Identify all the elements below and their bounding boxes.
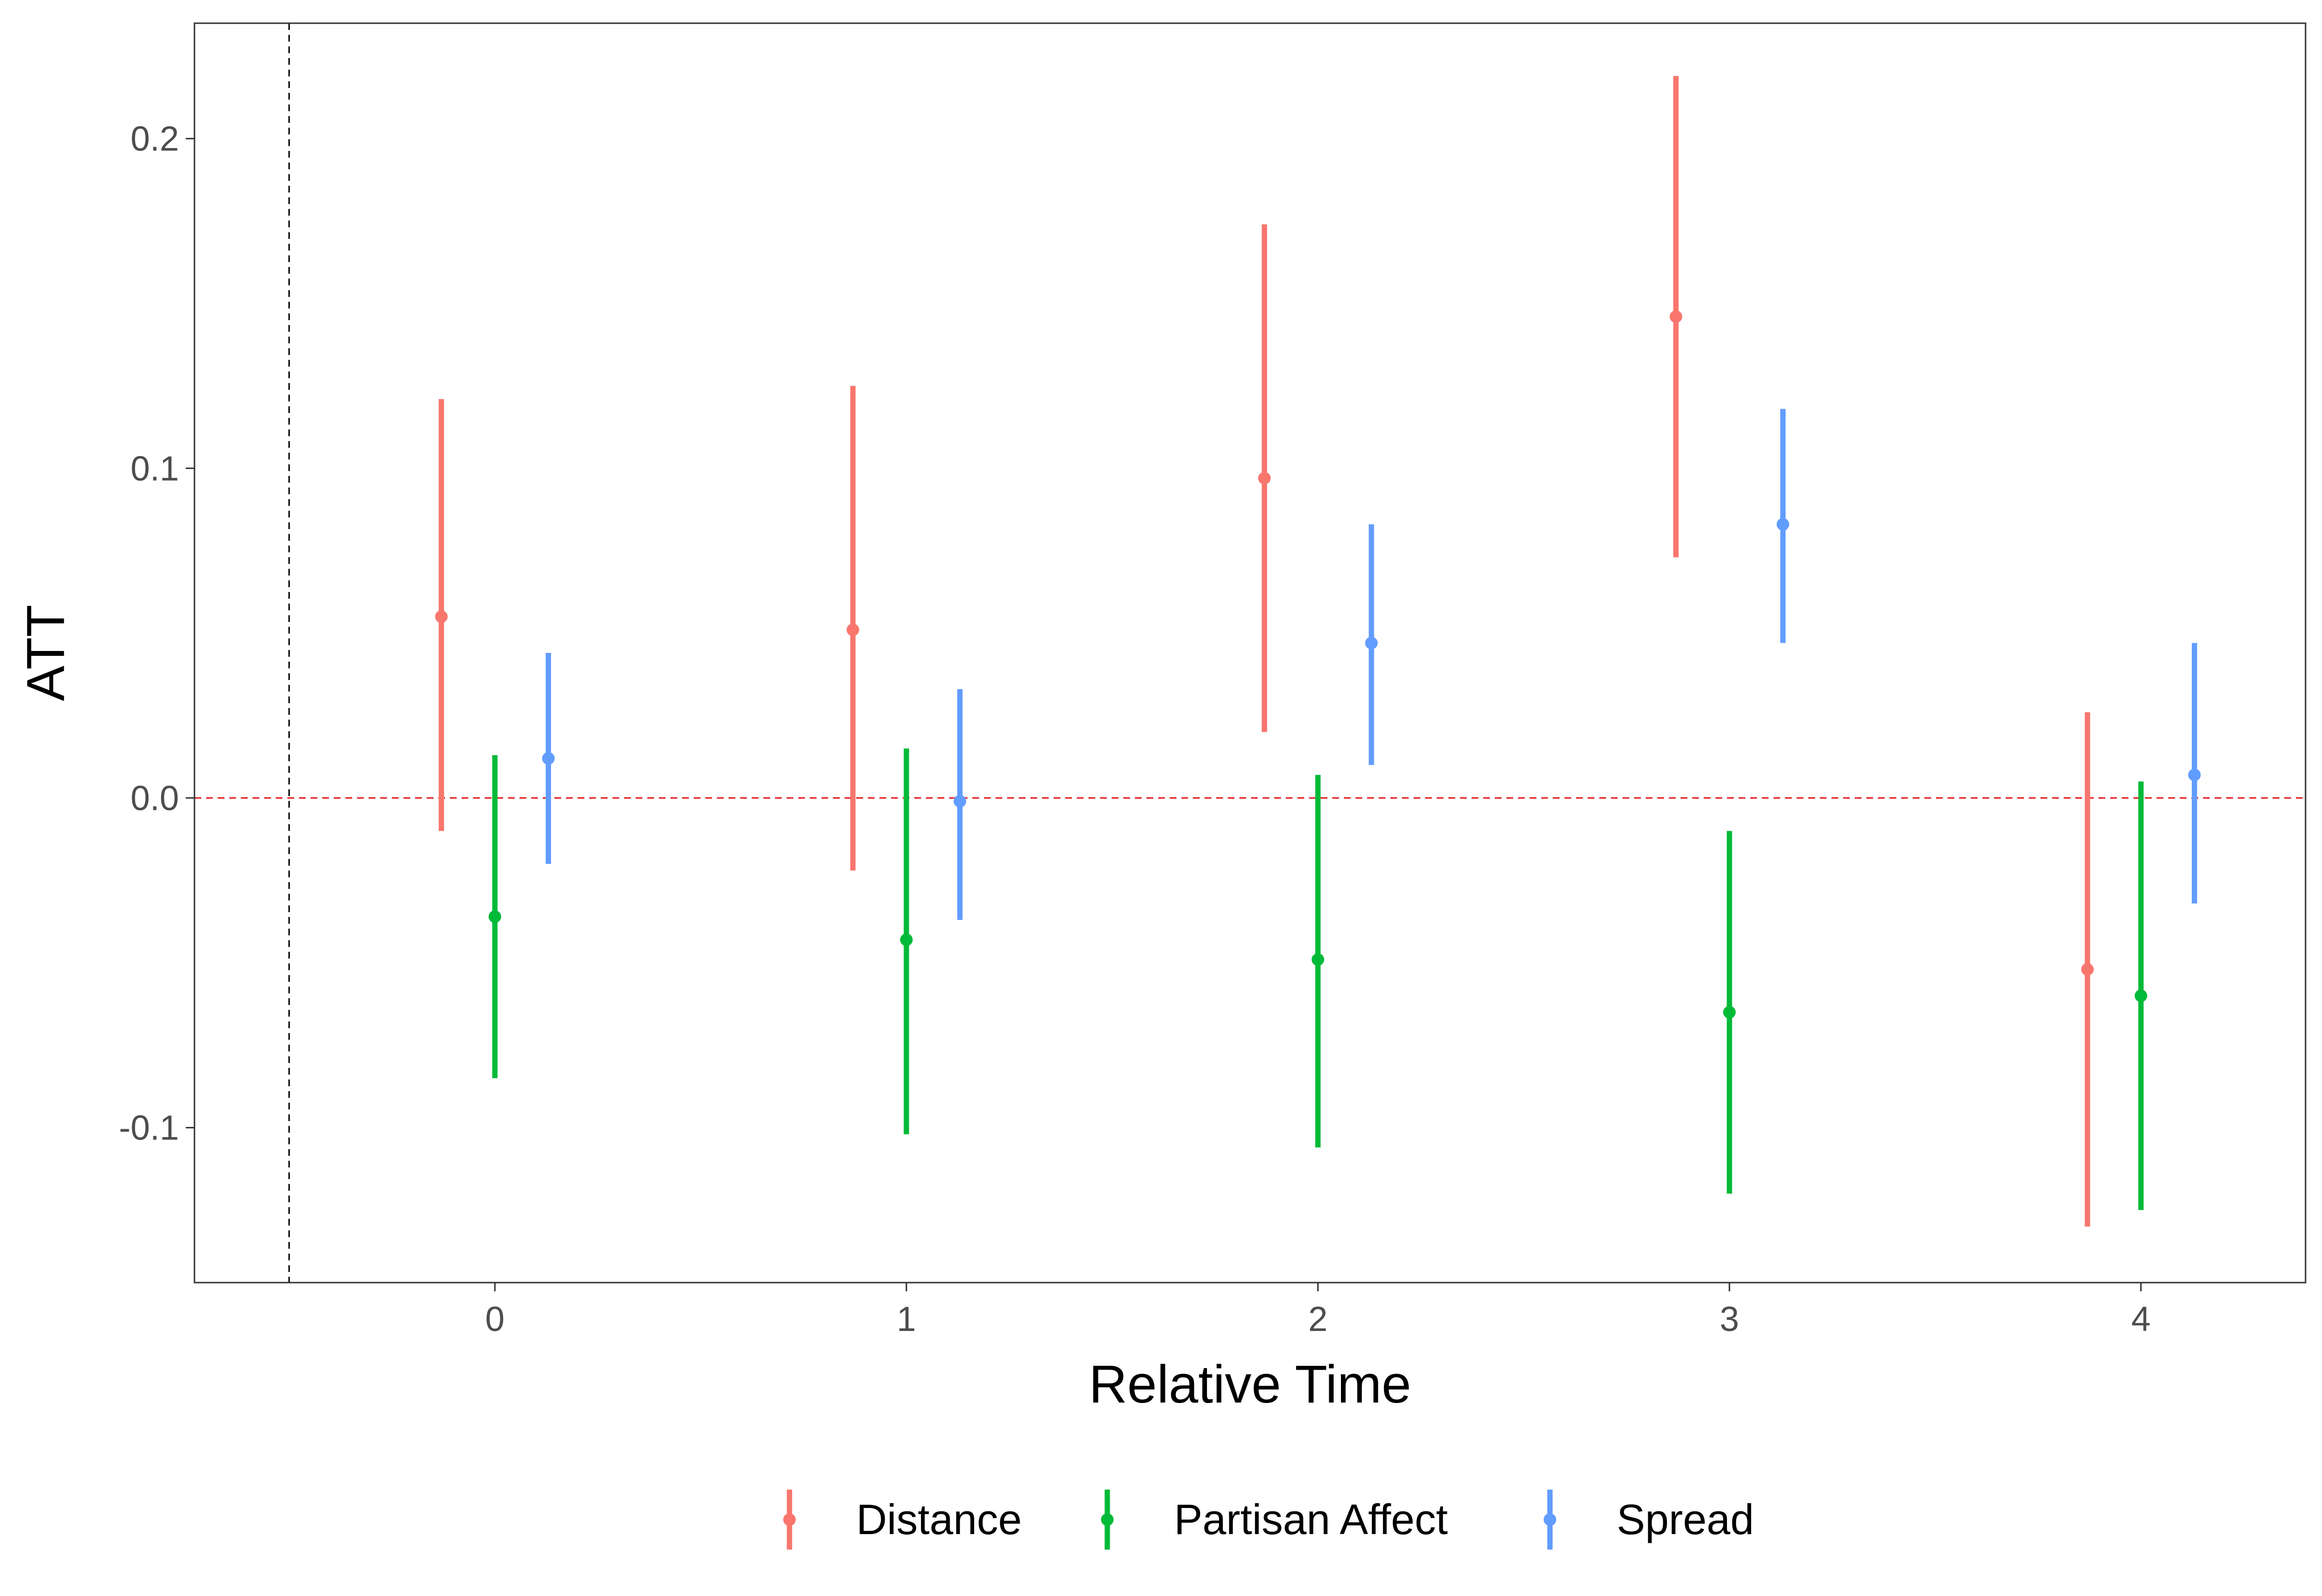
distance-point: [435, 610, 448, 623]
legend-label-partisan-affect: Partisan Affect: [1174, 1495, 1448, 1543]
x-tick-label: 2: [1308, 1300, 1327, 1339]
legend-key-partisan-affect-point: [1101, 1513, 1114, 1526]
x-tick-label: 0: [485, 1300, 505, 1339]
legend-item-distance: Distance: [783, 1490, 1022, 1550]
legend-label-distance: Distance: [856, 1495, 1022, 1543]
y-tick-label: 0.2: [131, 120, 179, 159]
distance-point: [1258, 472, 1271, 485]
y-tick-label: 0.1: [131, 449, 179, 488]
x-tick-label: 1: [897, 1300, 916, 1339]
distance-point: [2081, 963, 2094, 976]
y-tick-label: 0.0: [131, 779, 179, 818]
y-axis: -0.1 0.0 0.1 0.2: [119, 120, 194, 1148]
y-tick-label: -0.1: [119, 1109, 179, 1148]
panel-border: [194, 22, 2307, 1284]
legend-label-spread: Spread: [1617, 1495, 1754, 1543]
spread-point: [953, 795, 967, 808]
distance-point: [1669, 310, 1682, 323]
plot-marks: [435, 76, 2201, 1227]
distance-point: [847, 623, 860, 636]
x-axis: 0 1 2 3 4: [485, 1283, 2151, 1339]
spread-point: [2188, 768, 2201, 782]
legend-item-partisan-affect: Partisan Affect: [1101, 1490, 1448, 1550]
partisan-affect-point: [900, 933, 913, 946]
x-axis-title: Relative Time: [1089, 1355, 1411, 1414]
legend-key-spread-point: [1544, 1513, 1556, 1526]
partisan-affect-point: [488, 910, 501, 923]
y-axis-title: ATT: [16, 605, 75, 701]
legend-item-spread: Spread: [1544, 1490, 1754, 1550]
partisan-affect-point: [1723, 1006, 1736, 1019]
legend: Distance Partisan Affect Spread: [783, 1490, 1754, 1550]
x-tick-label: 3: [1720, 1300, 1739, 1339]
spread-point: [1365, 636, 1378, 650]
partisan-affect-point: [1311, 953, 1325, 966]
legend-key-distance-point: [783, 1513, 796, 1526]
x-tick-label: 4: [2131, 1300, 2151, 1339]
spread-point: [542, 752, 555, 765]
spread-point: [1776, 518, 1789, 531]
partisan-affect-point: [2134, 989, 2147, 1002]
